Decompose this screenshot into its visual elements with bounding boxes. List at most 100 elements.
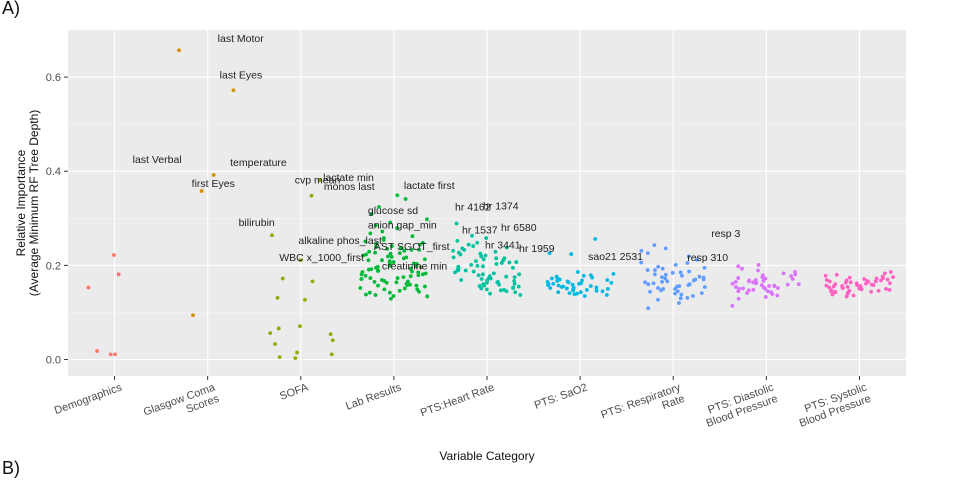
data-point xyxy=(512,281,517,286)
data-point xyxy=(418,242,422,247)
data-point xyxy=(517,272,522,277)
data-point xyxy=(823,273,828,278)
x-tick-label: PTS:Heart Rate xyxy=(419,382,496,420)
data-point xyxy=(480,272,485,277)
data-point xyxy=(416,273,421,278)
data-point xyxy=(772,284,777,288)
data-point xyxy=(869,289,874,294)
data-point xyxy=(564,286,569,291)
data-point xyxy=(485,278,490,283)
data-point xyxy=(494,256,499,261)
data-point xyxy=(360,270,365,274)
data-point xyxy=(199,189,204,193)
data-point xyxy=(374,241,379,246)
data-point xyxy=(665,279,670,284)
data-point xyxy=(191,313,195,318)
data-point xyxy=(678,270,683,275)
data-point xyxy=(847,275,852,280)
data-point xyxy=(384,280,389,285)
data-point xyxy=(298,324,302,329)
data-point xyxy=(843,280,848,285)
annotation-label: hr 1537 xyxy=(462,225,498,237)
annotation-label: hr 4162 xyxy=(455,202,491,214)
data-point xyxy=(588,284,593,288)
data-point xyxy=(549,276,554,281)
annotation-label: WBC x_1000_first xyxy=(279,252,364,264)
data-point xyxy=(663,276,668,281)
data-point xyxy=(495,280,500,285)
data-point xyxy=(409,247,414,252)
data-point xyxy=(367,249,372,254)
data-point xyxy=(702,265,707,270)
point-annotations: last Motor last Eyes last Verbal first Eyes… xyxy=(133,33,741,272)
y-axis-title-line1: Relative Importance xyxy=(14,149,28,256)
data-point xyxy=(567,291,572,296)
data-point xyxy=(556,283,561,288)
annotation-label: hr 3441 xyxy=(485,239,521,251)
data-point xyxy=(420,240,425,245)
data-point xyxy=(484,287,489,292)
data-points xyxy=(86,48,895,361)
data-point xyxy=(663,246,668,251)
data-point xyxy=(95,349,100,353)
data-point xyxy=(504,245,509,250)
data-point xyxy=(513,290,518,295)
annotation-label: hr 6580 xyxy=(501,222,537,234)
data-point xyxy=(884,287,888,291)
data-point xyxy=(702,285,707,289)
data-point xyxy=(501,258,506,263)
data-point xyxy=(693,277,698,282)
annotation-label: monos last xyxy=(324,181,375,193)
data-point xyxy=(423,284,427,289)
data-point xyxy=(395,226,399,231)
data-point xyxy=(380,229,385,234)
annotation-label: hr 1374 xyxy=(483,200,519,212)
data-point xyxy=(471,244,476,248)
data-point xyxy=(398,246,403,250)
data-point xyxy=(660,266,665,271)
data-point xyxy=(408,274,413,279)
data-point xyxy=(388,220,393,225)
data-point xyxy=(876,288,881,293)
data-point xyxy=(388,251,393,256)
data-point xyxy=(566,280,571,285)
annotation-label: last Eyes xyxy=(220,69,263,81)
data-point xyxy=(756,268,760,273)
data-point xyxy=(652,272,657,277)
data-point xyxy=(270,233,274,238)
data-point xyxy=(734,285,738,289)
x-tick-label-group: SOFA xyxy=(278,381,310,403)
data-point xyxy=(498,288,503,293)
x-tick-label-group: PTS:Heart Rate xyxy=(419,382,496,420)
data-point xyxy=(494,262,499,266)
data-point xyxy=(687,269,691,274)
y-tick-label: 0.2 xyxy=(46,260,61,272)
y-tick-label: 0.6 xyxy=(46,72,61,84)
data-point xyxy=(466,242,471,247)
data-point xyxy=(394,280,399,285)
data-point xyxy=(329,352,334,357)
data-point xyxy=(746,288,751,293)
data-point xyxy=(414,283,419,288)
data-point xyxy=(512,275,517,280)
data-point xyxy=(873,279,878,284)
panel-label-a: A) xyxy=(2,0,20,18)
data-point xyxy=(366,258,371,263)
data-point xyxy=(834,272,839,277)
data-point xyxy=(462,247,467,252)
y-tick-label: 0.4 xyxy=(46,166,61,178)
data-point xyxy=(454,221,459,226)
data-point xyxy=(108,352,113,357)
data-point xyxy=(415,287,420,292)
data-point xyxy=(577,281,581,286)
data-point xyxy=(855,283,859,288)
annotation-label: hr 1959 xyxy=(519,243,555,255)
data-point xyxy=(330,338,335,343)
data-point xyxy=(848,280,853,285)
data-point xyxy=(660,275,664,280)
data-point xyxy=(364,292,368,297)
annotation-label: resp 310 xyxy=(687,252,728,264)
data-point xyxy=(372,279,377,284)
data-point xyxy=(518,293,523,297)
